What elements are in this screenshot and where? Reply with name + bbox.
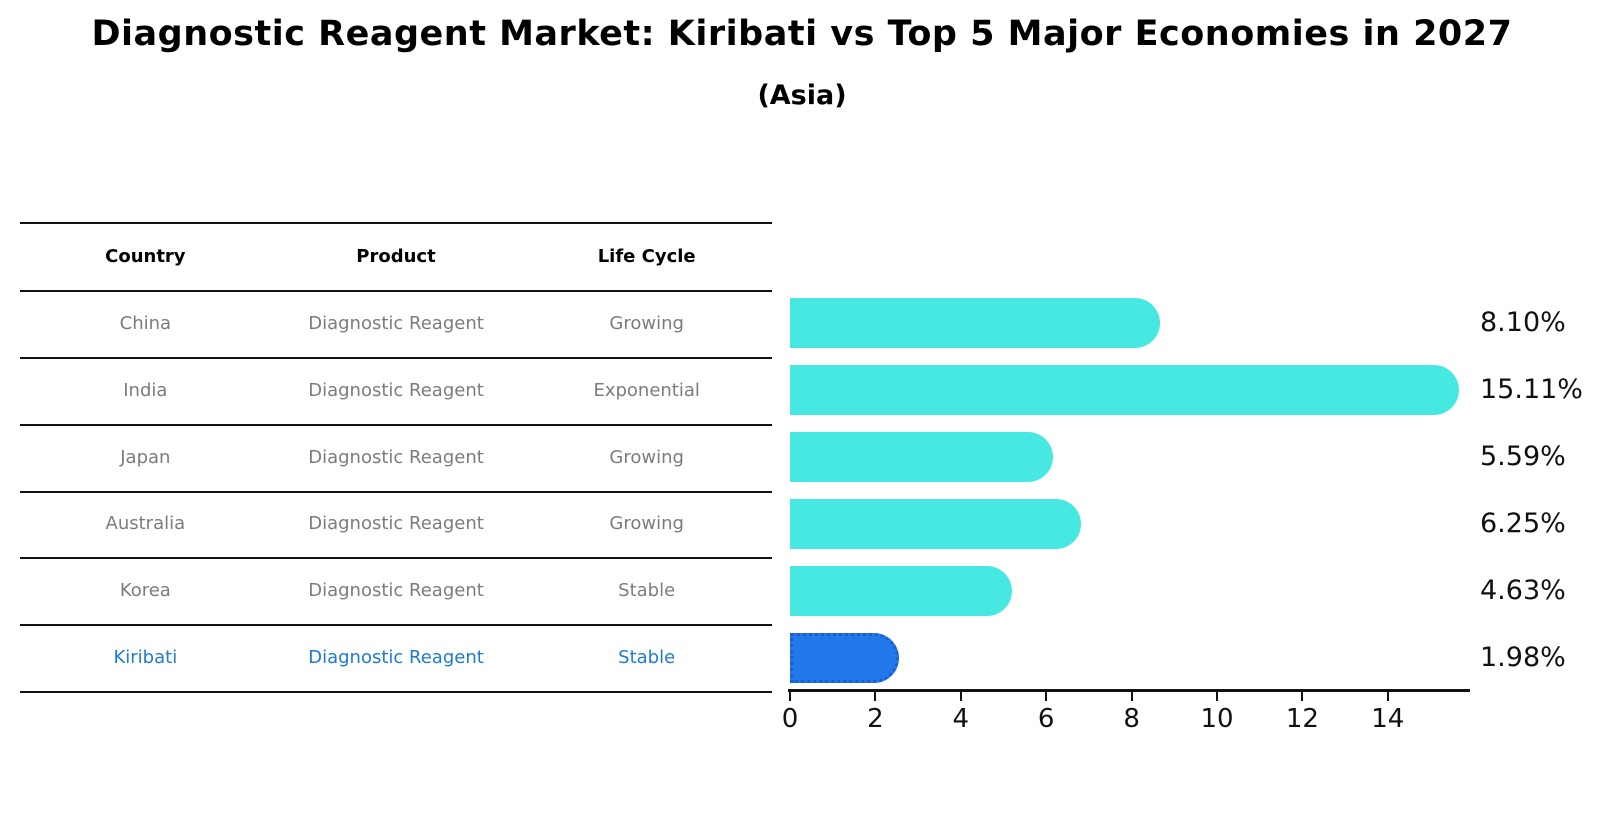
table-cell-product: Diagnostic Reagent <box>308 580 484 602</box>
table-header-country: Country <box>105 245 186 267</box>
table-row: Japan Diagnostic Reagent Growing <box>20 424 772 491</box>
bar-china <box>790 298 1160 349</box>
table-top-rule <box>20 222 772 224</box>
x-tick <box>789 692 791 701</box>
table-row: Korea Diagnostic Reagent Stable <box>20 557 772 624</box>
table-row: India Diagnostic Reagent Exponential <box>20 357 772 424</box>
table-row-rule <box>20 624 772 626</box>
bar-value-label: 8.10% <box>1480 307 1566 339</box>
x-tick-label: 12 <box>1285 704 1319 734</box>
table-row-rule <box>20 424 772 426</box>
table-cell-life-cycle: Growing <box>609 446 684 468</box>
x-tick <box>1045 692 1048 701</box>
x-tick <box>1301 692 1304 701</box>
bar-value-label: 6.25% <box>1480 507 1566 539</box>
chart-subtitle: (Asia) <box>757 80 847 111</box>
x-tick-label: 10 <box>1200 704 1234 734</box>
bar-value-label: 1.98% <box>1480 641 1566 673</box>
table-cell-country: Kiribati <box>113 647 178 669</box>
bar-korea <box>790 565 1012 616</box>
bar-value-label: 15.11% <box>1480 374 1583 406</box>
x-tick-label: 8 <box>1123 704 1140 734</box>
table-row-rule <box>20 357 772 359</box>
bar-australia <box>790 498 1081 549</box>
bar-value-label: 5.59% <box>1480 441 1566 473</box>
table-row-rule <box>20 691 772 693</box>
table-cell-life-cycle: Stable <box>618 580 676 602</box>
table-cell-life-cycle: Growing <box>609 513 684 535</box>
table-cell-life-cycle: Growing <box>609 312 684 334</box>
table-cell-life-cycle: Stable <box>618 647 676 669</box>
table-row: Kiribati Diagnostic Reagent Stable <box>20 624 772 691</box>
x-tick-label: 4 <box>952 704 970 734</box>
table-header-life-cycle: Life Cycle <box>597 245 696 267</box>
chart-title: Diagnostic Reagent Market: Kiribati vs T… <box>91 14 1513 54</box>
table-row-rule <box>20 557 772 559</box>
table-cell-product: Diagnostic Reagent <box>308 647 484 669</box>
x-axis-line <box>788 689 1470 692</box>
table-cell-country: Australia <box>105 513 186 535</box>
table-cell-product: Diagnostic Reagent <box>308 446 484 468</box>
table-cell-country: China <box>119 312 172 334</box>
bar-japan <box>790 432 1053 483</box>
table-cell-life-cycle: Exponential <box>593 379 700 401</box>
table-row: Australia Diagnostic Reagent Growing <box>20 491 772 558</box>
x-tick-label: 2 <box>867 704 884 734</box>
table-cell-country: Japan <box>120 446 171 468</box>
bar-value-label: 4.63% <box>1480 574 1566 606</box>
table-row-rule <box>20 491 772 493</box>
bar-kiribati <box>790 632 899 683</box>
x-tick-label: 14 <box>1371 704 1405 734</box>
table-cell-product: Diagnostic Reagent <box>308 379 484 401</box>
x-tick <box>1386 692 1389 701</box>
x-tick <box>1216 692 1218 701</box>
table-cell-product: Diagnostic Reagent <box>308 513 484 535</box>
table-header-rule <box>20 290 772 292</box>
table-cell-country: Korea <box>119 580 171 602</box>
table-row: China Diagnostic Reagent Growing <box>20 290 772 357</box>
x-tick <box>1130 692 1133 701</box>
x-tick-label: 6 <box>1037 704 1055 734</box>
x-tick <box>959 692 962 701</box>
table-cell-product: Diagnostic Reagent <box>308 312 484 334</box>
bar-india <box>790 365 1460 416</box>
x-tick-label: 0 <box>781 704 799 734</box>
table-cell-country: India <box>123 379 168 401</box>
x-tick <box>874 692 877 701</box>
table-header-product: Product <box>356 245 436 267</box>
table-header-row: Country Product Life Cycle <box>20 222 772 290</box>
